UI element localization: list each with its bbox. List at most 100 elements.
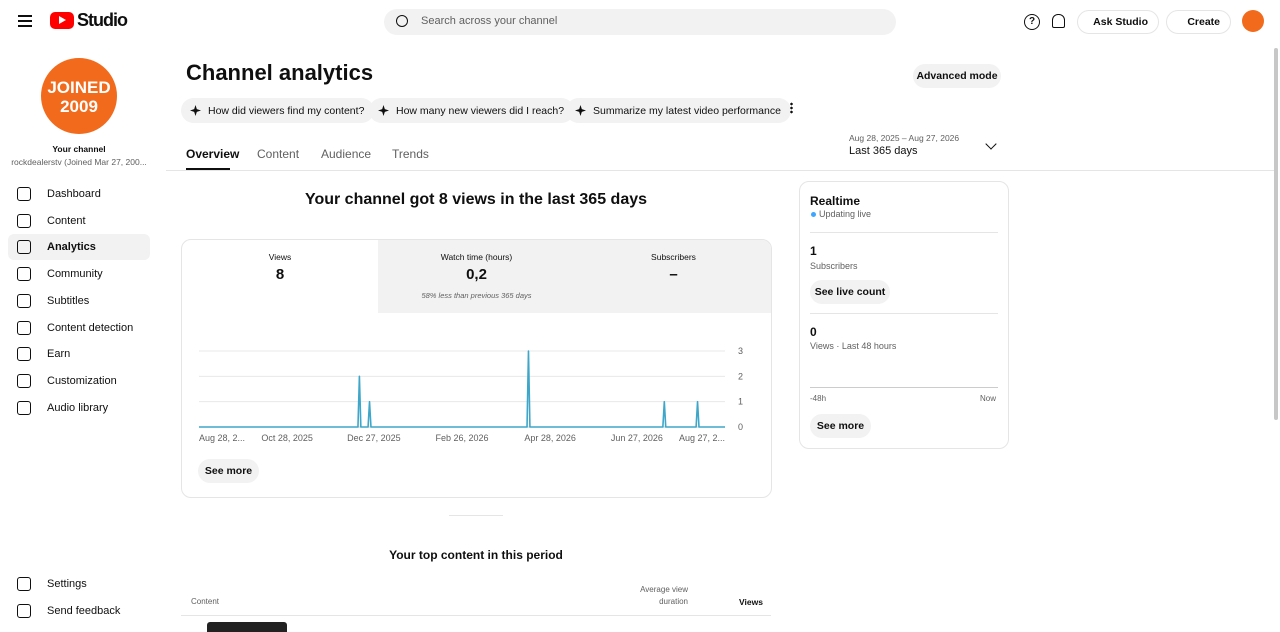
nav-item[interactable]: Community — [8, 261, 150, 287]
advanced-mode-button[interactable]: Advanced mode — [913, 64, 1001, 88]
divider — [181, 615, 771, 616]
views-chart: 0 1 2 3 Aug 28, 2... Oct 28, 2025 Dec 27, 2025… — [199, 346, 743, 443]
nav-icon — [17, 373, 31, 388]
nav-icon — [17, 347, 31, 362]
logo-text[interactable]: Studio — [77, 10, 128, 30]
nav-label: Dashboard — [47, 188, 101, 200]
tab[interactable]: Audience — [321, 147, 372, 161]
nav-icon — [17, 293, 31, 308]
nav-item[interactable]: Content detection — [8, 315, 150, 341]
realtime-start: -48h — [810, 394, 827, 403]
x-tick-label: Apr 28, 2026 — [524, 433, 576, 443]
channel-avatar[interactable]: JOINED 2009 — [41, 58, 117, 134]
see-live-count-button[interactable]: See live count — [810, 280, 890, 304]
help-button[interactable]: ? — [1024, 14, 1040, 30]
tab[interactable]: Content — [257, 147, 300, 161]
nav-icon — [17, 267, 31, 282]
realtime-axis — [810, 387, 998, 388]
nav-icon — [17, 577, 31, 591]
tab[interactable]: Overview — [186, 147, 240, 161]
nav-item[interactable]: Content — [8, 208, 150, 234]
metric-note: 58% less than previous 365 days — [421, 291, 532, 300]
channel-label: Your channel — [52, 144, 106, 154]
nav-label: Customization — [47, 374, 117, 387]
nav-label: Audio library — [47, 401, 109, 414]
chip[interactable]: How many new viewers did I reach? — [369, 98, 575, 123]
nav-item[interactable]: Audio library — [8, 395, 150, 421]
top-content-title: Your top content in this period — [389, 548, 563, 562]
avatar-line: JOINED — [47, 78, 111, 97]
nav-icon — [17, 213, 31, 228]
see-more-button[interactable]: See more — [810, 414, 871, 438]
x-tick-label: Oct 28, 2025 — [261, 433, 313, 443]
nav-label: Analytics — [47, 241, 96, 254]
realtime-status: Updating live — [819, 209, 872, 219]
y-tick-label: 3 — [738, 346, 743, 356]
chip[interactable]: How did viewers find my content? — [181, 98, 375, 123]
period[interactable]: Last 365 days — [849, 145, 918, 157]
x-tick-label: Jun 27, 2026 — [611, 433, 663, 443]
avatar-line: 2009 — [60, 97, 98, 116]
nav-item[interactable]: Analytics — [8, 234, 150, 261]
metric-label[interactable]: Subscribers — [651, 252, 696, 262]
table-header: Average view duration — [640, 585, 688, 606]
nav-item[interactable]: Send feedback — [8, 598, 150, 624]
nav-label: Content — [47, 214, 86, 227]
divider — [810, 313, 998, 314]
x-tick-label: Aug 28, 2... — [199, 433, 245, 443]
nav-item[interactable]: Subtitles — [8, 288, 150, 314]
table-header: Content — [191, 597, 220, 606]
tab[interactable]: Trends — [392, 147, 429, 161]
logo-icon — [50, 12, 74, 29]
realtime-title: Realtime — [810, 194, 861, 208]
date-range[interactable]: Aug 28, 2025 – Aug 27, 2026 — [849, 133, 960, 143]
nav-label: Content detection — [47, 321, 134, 334]
period-dropdown[interactable] — [985, 138, 997, 150]
ask-studio-button[interactable]: Ask Studio — [1077, 10, 1159, 34]
metric-label[interactable]: Watch time (hours) — [440, 252, 513, 262]
nav-icon — [17, 320, 31, 335]
nav-item[interactable]: Dashboard — [8, 181, 150, 207]
more-button[interactable] — [790, 102, 793, 114]
nav-label: Send feedback — [47, 604, 121, 617]
nav-icon — [17, 187, 31, 201]
nav-label: Subtitles — [47, 294, 90, 307]
menu-button[interactable] — [18, 15, 32, 27]
metric-label[interactable]: Views — [268, 252, 292, 262]
nav-label: Earn — [47, 348, 71, 361]
overview-card: Views 8 Watch time (hours) 0,2 58% less … — [181, 239, 772, 498]
notifications-button[interactable] — [1052, 14, 1065, 28]
scrollbar[interactable] — [1274, 48, 1278, 420]
video-thumbnail[interactable] — [207, 622, 287, 632]
divider — [449, 515, 503, 516]
y-tick-label: 0 — [738, 422, 743, 432]
y-tick-label: 2 — [738, 371, 743, 381]
divider — [810, 232, 998, 233]
account-avatar[interactable] — [1242, 10, 1264, 32]
realtime-subs-label: Subscribers — [810, 261, 858, 271]
metric-value: 0,2 — [466, 266, 487, 283]
tab-indicator — [186, 168, 230, 170]
see-more-button[interactable]: See more — [198, 459, 259, 483]
realtime-end: Now — [980, 394, 997, 403]
chip[interactable]: Summarize my latest video performance — [566, 98, 791, 123]
metric-value: – — [669, 266, 678, 283]
nav-item[interactable]: Customization — [8, 368, 150, 394]
nav-item[interactable]: Earn — [8, 341, 150, 367]
x-tick-label: Feb 26, 2026 — [435, 433, 488, 443]
x-tick-label: Dec 27, 2025 — [347, 433, 401, 443]
nav-item[interactable]: Settings — [8, 571, 150, 597]
live-dot — [811, 212, 816, 217]
metric-tabs-bg — [378, 240, 771, 313]
y-tick-label: 1 — [738, 397, 743, 407]
table-header: Views — [739, 597, 763, 607]
headline: Your channel got 8 views in the last 365… — [304, 191, 648, 208]
nav-label: Settings — [47, 578, 87, 590]
channel-name: rockdealerstv (Joined Mar 27, 200... — [11, 157, 147, 167]
metric-value: 8 — [275, 266, 285, 283]
search-box[interactable]: Search across your channel — [384, 9, 896, 35]
realtime-views-label: Views · Last 48 hours — [810, 341, 897, 351]
create-button[interactable]: Create — [1166, 10, 1231, 34]
divider — [166, 170, 1274, 171]
